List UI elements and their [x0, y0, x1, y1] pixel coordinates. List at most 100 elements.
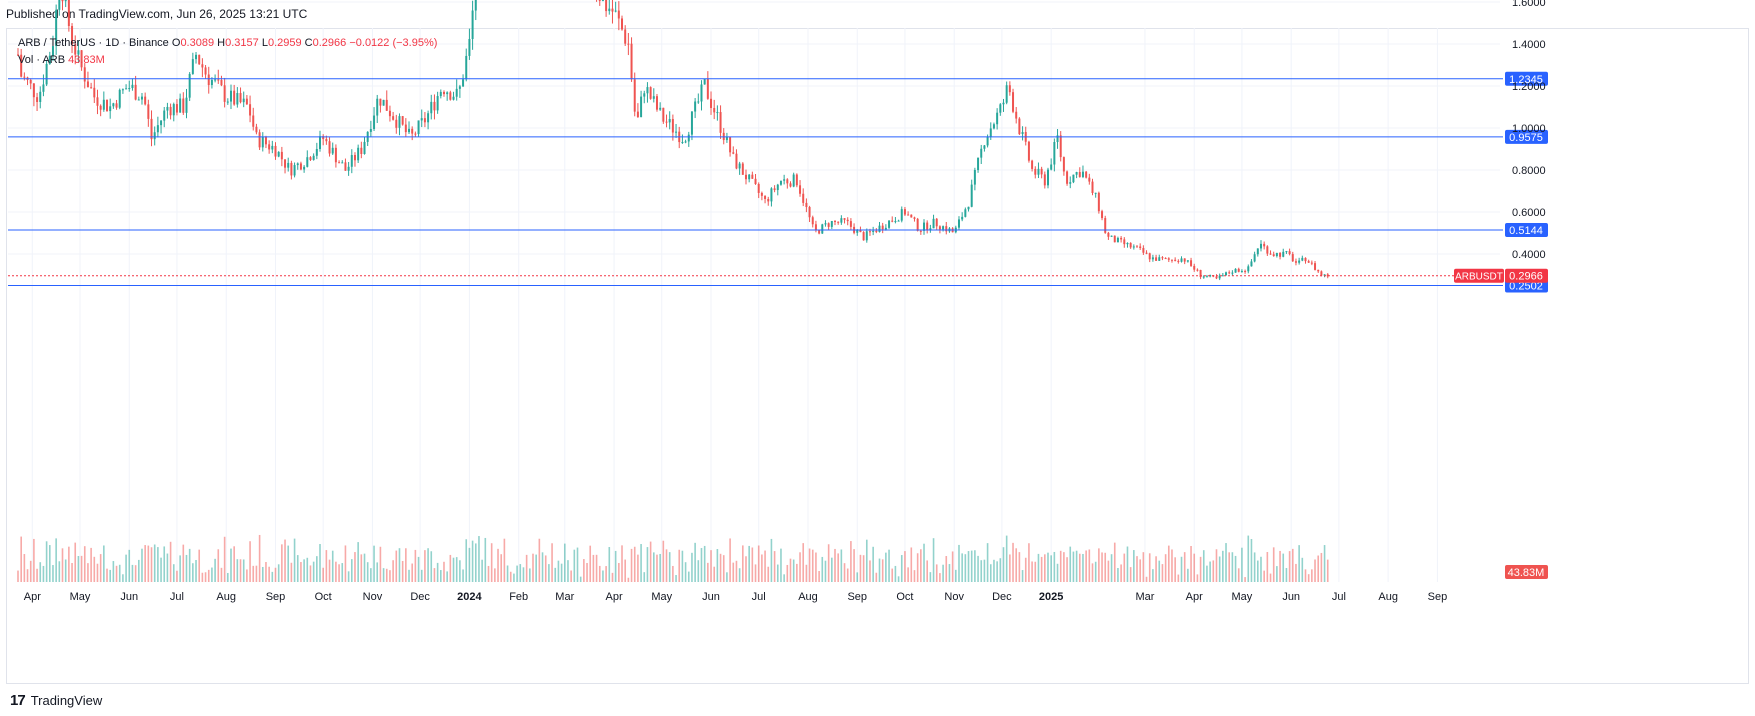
candle-body — [903, 209, 906, 215]
volume-bar — [90, 547, 92, 582]
volume-bar — [573, 549, 576, 582]
volume-bar — [29, 560, 32, 582]
volume-bar — [1314, 559, 1316, 582]
volume-bar — [999, 558, 1002, 582]
volume-bar — [567, 560, 569, 582]
volume-bar — [1098, 548, 1100, 582]
volume-bar — [967, 551, 970, 582]
candle-body — [621, 18, 624, 30]
price-tick-label: 0.4000 — [1512, 249, 1546, 261]
candle-body — [627, 43, 630, 45]
time-tick-label: Nov — [944, 591, 964, 603]
time-tick-label: Nov — [363, 591, 383, 603]
candle-body — [741, 163, 744, 175]
volume-bar — [440, 570, 442, 582]
candle-body — [439, 91, 442, 97]
volume-bar — [827, 544, 830, 582]
volume-bar — [1082, 553, 1084, 582]
volume-bar — [335, 561, 337, 582]
candle-body — [1244, 270, 1247, 272]
volume-row: Vol · ARB 43.83M — [18, 52, 437, 69]
price-tick-label: 1.4000 — [1512, 39, 1546, 51]
volume-bar — [1091, 563, 1094, 582]
volume-bar — [900, 555, 903, 582]
volume-bar — [1015, 548, 1018, 582]
volume-bar — [1304, 569, 1307, 582]
volume-bar — [764, 550, 766, 582]
volume-bar — [1295, 563, 1297, 582]
candle-body — [913, 217, 916, 219]
volume-bar — [401, 560, 404, 582]
candle-body — [980, 148, 983, 158]
candle-body — [719, 112, 722, 133]
volume-bar — [83, 546, 86, 582]
volume-bar — [1209, 561, 1211, 582]
candle-body — [1320, 271, 1323, 276]
volume-bar — [945, 556, 948, 582]
volume-bar — [1279, 550, 1281, 582]
time-tick-label: Dec — [410, 591, 430, 603]
volume-bar — [366, 562, 369, 582]
volume-bar — [1085, 550, 1087, 582]
volume-bar — [96, 563, 99, 582]
candle-body — [42, 84, 45, 92]
volume-bar — [560, 563, 563, 582]
volume-bar — [1222, 550, 1224, 582]
footer[interactable]: 17 TradingView — [10, 692, 102, 709]
candle-body — [455, 88, 458, 97]
time-tick-label: Feb — [509, 591, 528, 603]
candle-body — [907, 214, 910, 216]
volume-bar — [576, 547, 579, 582]
volume-bar — [700, 548, 703, 582]
volume-bar — [589, 545, 592, 582]
candle-body — [652, 96, 655, 99]
volume-bar — [684, 562, 687, 582]
volume-bar — [74, 542, 77, 582]
volume-bar — [344, 545, 347, 582]
volume-bar — [935, 564, 938, 582]
candle-body — [837, 221, 840, 223]
volume-bar — [509, 571, 512, 582]
candle-body — [884, 227, 887, 230]
candle-body — [128, 88, 131, 90]
volume-bar — [300, 562, 302, 582]
candle-body — [48, 55, 51, 64]
volume-bar — [633, 546, 636, 582]
candle-body — [643, 93, 646, 97]
candle-body — [71, 26, 74, 45]
candle-body — [881, 225, 884, 230]
candle-body — [1288, 251, 1291, 255]
time-tick-label: Aug — [216, 591, 236, 603]
candle-body — [1072, 174, 1075, 183]
volume-bar — [1183, 552, 1186, 582]
volume-bar — [506, 565, 509, 582]
volume-bar — [389, 570, 391, 582]
candle-body — [331, 147, 334, 154]
candle-body — [659, 107, 662, 110]
volume-bar — [729, 538, 731, 582]
published-caption: Published on TradingView.com, Jun 26, 20… — [6, 7, 308, 21]
candle-body — [373, 115, 376, 130]
volume-bar — [306, 557, 309, 582]
candle-body — [433, 101, 436, 111]
candle-body — [786, 179, 789, 184]
candle-body — [1174, 259, 1177, 261]
candle-body — [344, 162, 347, 171]
candle-body — [957, 219, 960, 228]
volume-bar — [331, 550, 334, 582]
candle-body — [910, 214, 913, 218]
volume-bar — [602, 570, 604, 582]
open-value: 0.3089 — [180, 37, 215, 49]
candle-body — [1263, 243, 1266, 247]
candle-body — [392, 116, 395, 120]
candle-body — [1326, 274, 1329, 277]
volume-bar — [865, 539, 868, 582]
candle-body — [1161, 257, 1164, 259]
candle-body — [99, 105, 102, 110]
volume-bar — [258, 534, 261, 582]
volume-bar — [52, 565, 54, 582]
candle-body — [198, 54, 201, 65]
volume-bar — [837, 553, 839, 582]
volume-bar — [211, 567, 213, 582]
